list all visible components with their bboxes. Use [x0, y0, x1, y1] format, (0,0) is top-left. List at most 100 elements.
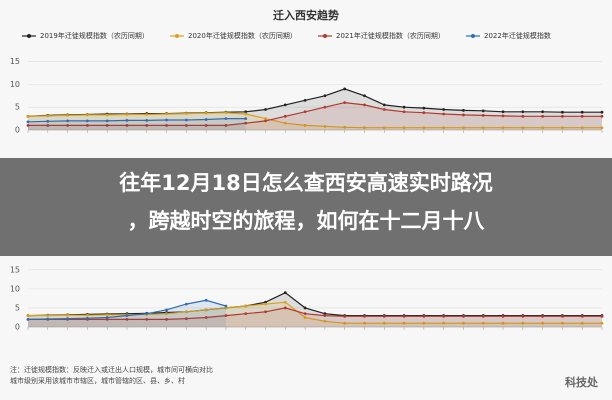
point — [85, 313, 89, 317]
legend-swatch — [323, 34, 327, 38]
point — [600, 114, 604, 118]
point — [145, 317, 149, 321]
note: 城市级别采用该城市市辖区，城市管辖的区、县、乡、村 — [10, 376, 185, 385]
point — [224, 314, 228, 317]
point — [145, 312, 149, 316]
point — [422, 111, 426, 115]
point — [125, 113, 129, 116]
point — [244, 110, 248, 114]
point — [402, 110, 406, 114]
point — [501, 126, 505, 130]
y-tick-label: 0 — [15, 323, 20, 332]
point — [184, 310, 188, 314]
point — [422, 106, 426, 110]
point — [442, 321, 446, 325]
point — [481, 114, 485, 117]
point — [283, 103, 287, 107]
point — [501, 110, 505, 114]
point — [382, 103, 386, 107]
point — [541, 321, 545, 325]
y-tick-label: 10 — [10, 80, 20, 89]
series-area — [28, 292, 602, 327]
point — [283, 121, 287, 125]
point — [85, 119, 89, 123]
point — [46, 119, 50, 123]
series-line — [27, 291, 602, 317]
point — [343, 321, 347, 325]
legend-label: 2019年迁徙规模指数（农历同期） — [40, 31, 149, 40]
point — [184, 118, 188, 122]
point — [402, 321, 406, 325]
point — [580, 314, 584, 318]
legend-swatch — [27, 34, 31, 38]
point — [66, 119, 69, 123]
point — [184, 302, 188, 306]
point — [165, 317, 168, 321]
series-line — [28, 307, 602, 320]
point — [165, 124, 168, 127]
point — [541, 126, 545, 130]
point — [85, 124, 89, 127]
overlay-text: ，跨越时空的旅程，如何在十二月十八 — [128, 209, 486, 233]
point — [462, 321, 465, 325]
point — [244, 112, 248, 116]
point — [184, 112, 188, 115]
point — [521, 114, 525, 118]
point — [561, 110, 564, 114]
point — [283, 306, 287, 310]
point — [541, 110, 545, 114]
point — [125, 317, 129, 321]
point — [145, 113, 149, 116]
watermark: 科技处 — [565, 375, 599, 389]
point — [382, 314, 386, 318]
point — [46, 317, 50, 321]
point — [264, 310, 267, 314]
point — [184, 317, 188, 321]
point — [442, 126, 446, 130]
point — [26, 314, 30, 317]
point — [481, 126, 485, 130]
point — [66, 124, 69, 127]
note: 注：迁徙规模指数：反映迁入或迁出人口规模，城市间可横向对比 — [10, 365, 213, 374]
point — [224, 304, 228, 308]
point — [26, 124, 30, 127]
point — [521, 110, 525, 114]
point — [382, 108, 386, 111]
point — [442, 108, 446, 111]
point — [46, 114, 50, 118]
series-area — [28, 307, 602, 327]
point — [46, 124, 50, 127]
point — [264, 302, 267, 306]
chart-title: 迁入西安趋势 — [273, 8, 339, 22]
point — [323, 124, 327, 128]
point — [125, 119, 129, 122]
point — [580, 110, 584, 114]
legend-swatch — [175, 34, 179, 38]
point — [85, 316, 89, 320]
point — [481, 321, 485, 325]
point — [600, 110, 604, 114]
point — [145, 124, 149, 127]
point — [46, 314, 50, 317]
point — [521, 314, 525, 318]
point — [363, 126, 366, 130]
series-line — [27, 112, 602, 129]
point — [442, 314, 446, 318]
point — [105, 313, 109, 317]
point — [105, 119, 109, 123]
point — [125, 124, 129, 127]
y-tick-label: 0 — [15, 126, 20, 135]
y-tick-label: 15 — [10, 57, 20, 66]
point — [561, 114, 564, 118]
point — [204, 124, 208, 127]
point — [561, 126, 564, 130]
series-area — [28, 302, 602, 327]
point — [422, 126, 426, 130]
point — [283, 300, 287, 304]
y-tick-label: 10 — [10, 284, 20, 293]
point — [462, 108, 465, 112]
series-line — [28, 101, 602, 126]
point — [165, 308, 168, 312]
point — [501, 314, 505, 318]
y-tick-label: 5 — [15, 103, 20, 112]
